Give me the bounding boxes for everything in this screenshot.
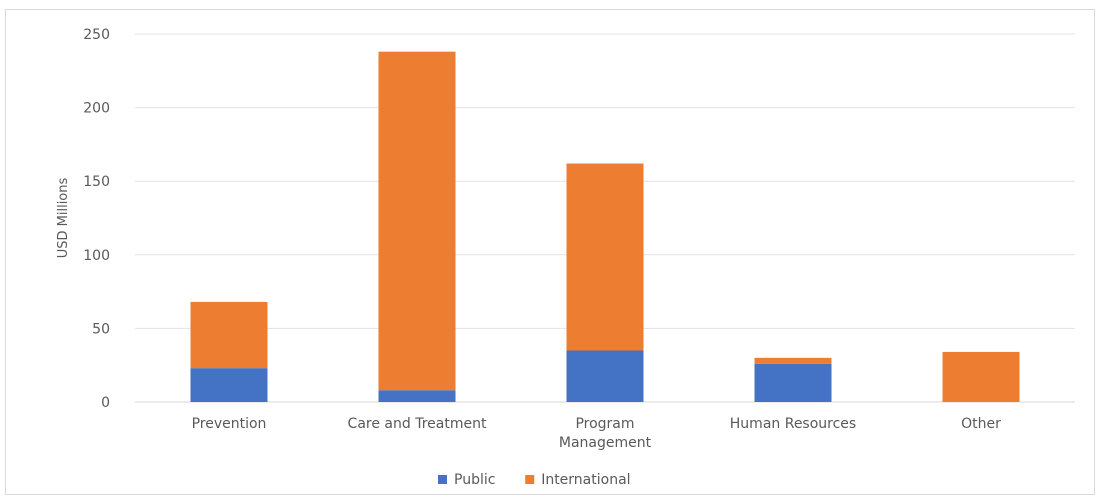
legend: Public International: [438, 472, 631, 488]
y-axis-ticks: 0 50 100 150 200 250: [83, 27, 110, 411]
bar-international: [566, 163, 644, 351]
y-tick-label: 100: [83, 248, 110, 264]
x-axis-labels: Prevention Care and Treatment Program Manag…: [192, 416, 1002, 451]
y-tick-label: 50: [92, 321, 110, 337]
bar-public: [378, 390, 456, 402]
x-tick-label: Other: [961, 416, 1001, 432]
legend-swatch: [525, 475, 535, 484]
x-tick-label: Management: [559, 435, 652, 451]
x-tick-label: Prevention: [192, 416, 267, 432]
y-tick-label: 150: [83, 174, 110, 190]
bar-international: [190, 301, 268, 369]
y-axis-label: USD Millions: [56, 178, 71, 259]
legend-swatch: [438, 475, 447, 484]
y-tick-label: 250: [83, 27, 110, 43]
x-tick-label: Human Resources: [730, 416, 856, 432]
x-tick-label: Program: [575, 416, 634, 432]
gridlines: [135, 33, 1075, 403]
bar-public: [190, 368, 268, 402]
chart-frame: [5, 9, 1095, 495]
bars: [190, 51, 1020, 402]
legend-label: Public: [454, 472, 495, 488]
y-tick-label: 0: [101, 395, 110, 411]
bar-public: [566, 350, 644, 402]
x-tick-label: Care and Treatment: [348, 416, 487, 432]
bar-international: [754, 357, 832, 364]
legend-label: International: [541, 472, 630, 488]
y-tick-label: 200: [83, 101, 110, 117]
bar-international: [378, 51, 456, 391]
bar-international: [942, 351, 1020, 402]
bar-public: [754, 363, 832, 402]
